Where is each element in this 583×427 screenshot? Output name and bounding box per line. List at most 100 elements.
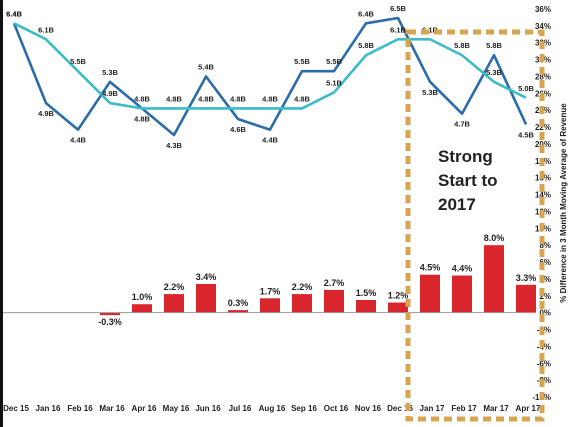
x-tick-label: Mar 16 [99, 404, 125, 413]
x-tick-label: Mar 17 [483, 404, 509, 413]
series-2-label: 6.1B [390, 25, 406, 34]
x-tick-label: Dec 15 [3, 404, 29, 413]
x-tick-label: Jul 16 [229, 404, 252, 413]
bar-nov-16 [356, 300, 376, 313]
y-tick-label: 4% [539, 275, 551, 284]
series-2-label: 4.8B [198, 94, 214, 103]
series-line-2 [13, 22, 527, 110]
bar-series [100, 245, 536, 316]
series-2-label: 5.3B [486, 68, 502, 77]
bar-label: 1.5% [356, 288, 377, 298]
series-1-label: 5.8B [486, 41, 502, 50]
series-2-label: 5.8B [358, 41, 374, 50]
x-tick-label: Jan 17 [420, 404, 445, 413]
y-tick-label: 22% [535, 123, 551, 132]
bar-mar-17 [484, 245, 504, 313]
y-tick-label: -6% [537, 359, 551, 368]
y-tick-label: 14% [535, 191, 551, 200]
bar-sep-16 [292, 294, 312, 313]
bar-label: 2.2% [292, 282, 313, 292]
series-2-label: 6.1B [422, 25, 438, 34]
y-tick-label: 2% [539, 292, 551, 301]
series-2-label: 4.9B [102, 89, 118, 98]
series-2-label: 4.8B [294, 94, 310, 103]
annotation-line: Strong [438, 147, 493, 166]
series-1-label: 4.7B [454, 120, 470, 129]
bar-feb-17 [452, 275, 472, 313]
series-2-label: 5.8B [454, 41, 470, 50]
bar-labels: -0.3% 1.0% 2.2% 3.4% 0.3% 1.7% 2.2% 2.7% 1.5% 1.2… [98, 233, 536, 327]
x-tick-label: Sep 16 [291, 404, 317, 413]
x-tick-label: Dec 16 [387, 404, 413, 413]
x-tick-label: May 16 [163, 404, 190, 413]
bar-jul-16 [228, 310, 248, 313]
bar-label: 8.0% [484, 233, 505, 243]
series-2-label: 5.5B [70, 57, 86, 66]
bar-label: 1.2% [388, 291, 409, 301]
x-tick-label: Feb 16 [67, 404, 93, 413]
bar-dec-16 [388, 302, 408, 313]
series-1-label: 6.4B [6, 9, 22, 18]
bar-label: 4.5% [420, 263, 441, 273]
series-1-label: 4.5B [518, 130, 534, 139]
series-2-label: 4.8B [134, 94, 150, 103]
y-tick-label: 0% [539, 309, 551, 318]
bar-label: 2.2% [164, 282, 185, 292]
x-tick-label: Aug 16 [259, 404, 286, 413]
x-tick-label: Nov 16 [355, 404, 382, 413]
bar-jun-16 [196, 283, 216, 313]
series-1-label: 5.3B [422, 88, 438, 97]
series-2-label: 5.1B [326, 78, 342, 87]
y-axis-label: % Difference in 3 Month Moving Average o… [559, 103, 568, 303]
series-2-label: 5.0B [518, 84, 534, 93]
bar-label: 3.3% [516, 273, 537, 283]
x-axis: Dec 15 Jan 16 Feb 16 Mar 16 Apr 16 May 16 Jun … [3, 404, 541, 413]
series-1-label: 6.5B [390, 4, 406, 13]
bar-mar-16 [100, 312, 120, 316]
line-labels: 6.4B 4.9B 4.4B 5.3B 4.8B 4.3B 5.4B 4.6B 4.4B 5.5B… [6, 4, 534, 150]
series-2-label: 4.8B [230, 94, 246, 103]
bar-label: 3.4% [196, 272, 217, 282]
bar-oct-16 [324, 289, 344, 313]
series-1-label: 5.5B [294, 57, 310, 66]
bar-label: 0.3% [228, 298, 249, 308]
x-tick-label: Jun 16 [195, 404, 221, 413]
bar-label: 4.4% [452, 264, 473, 274]
series-1-label: 4.3B [166, 141, 182, 150]
series-1-label: 5.4B [198, 63, 214, 72]
bar-jan-17 [420, 274, 440, 313]
x-tick-label: Feb 17 [451, 404, 477, 413]
line-series [12, 16, 528, 137]
bar-apr-16 [132, 304, 152, 313]
y-tick-label: 28% [535, 72, 551, 81]
series-1-label: 4.4B [70, 136, 86, 145]
bar-label: 1.7% [260, 286, 281, 296]
x-tick-label: Apr 16 [132, 404, 157, 413]
series-2-label: 6.4B [6, 9, 22, 18]
series-1-label: 5.5B [326, 57, 342, 66]
x-tick-label: Apr 17 [516, 404, 541, 413]
bar-label: -0.3% [98, 317, 122, 327]
series-2-label: 4.8B [262, 94, 278, 103]
series-1-label: 4.6B [230, 125, 246, 134]
y-tick-label: 36% [535, 5, 551, 14]
series-2-label: 6.1B [38, 25, 54, 34]
annotation-line: Start to [438, 171, 498, 190]
annotation-line: 2017 [438, 195, 476, 214]
x-tick-label: Jan 16 [36, 404, 61, 413]
series-1-label: 6.4B [358, 9, 374, 18]
y-tick-label: 6% [539, 258, 551, 267]
y-tick-label: 20% [535, 140, 551, 149]
bar-label: 2.7% [324, 278, 345, 288]
series-1-label: 4.8B [134, 114, 150, 123]
left-edge-bar [0, 0, 3, 427]
series-1-label: 5.3B [102, 68, 118, 77]
bar-may-16 [164, 294, 184, 313]
series-1-label: 4.9B [38, 109, 54, 118]
y-tick-label: 8% [539, 241, 551, 250]
series-line-1 [12, 16, 528, 137]
series-2-label: 4.8B [166, 94, 182, 103]
x-tick-label: Oct 16 [324, 404, 349, 413]
highlight-box [405, 29, 545, 422]
